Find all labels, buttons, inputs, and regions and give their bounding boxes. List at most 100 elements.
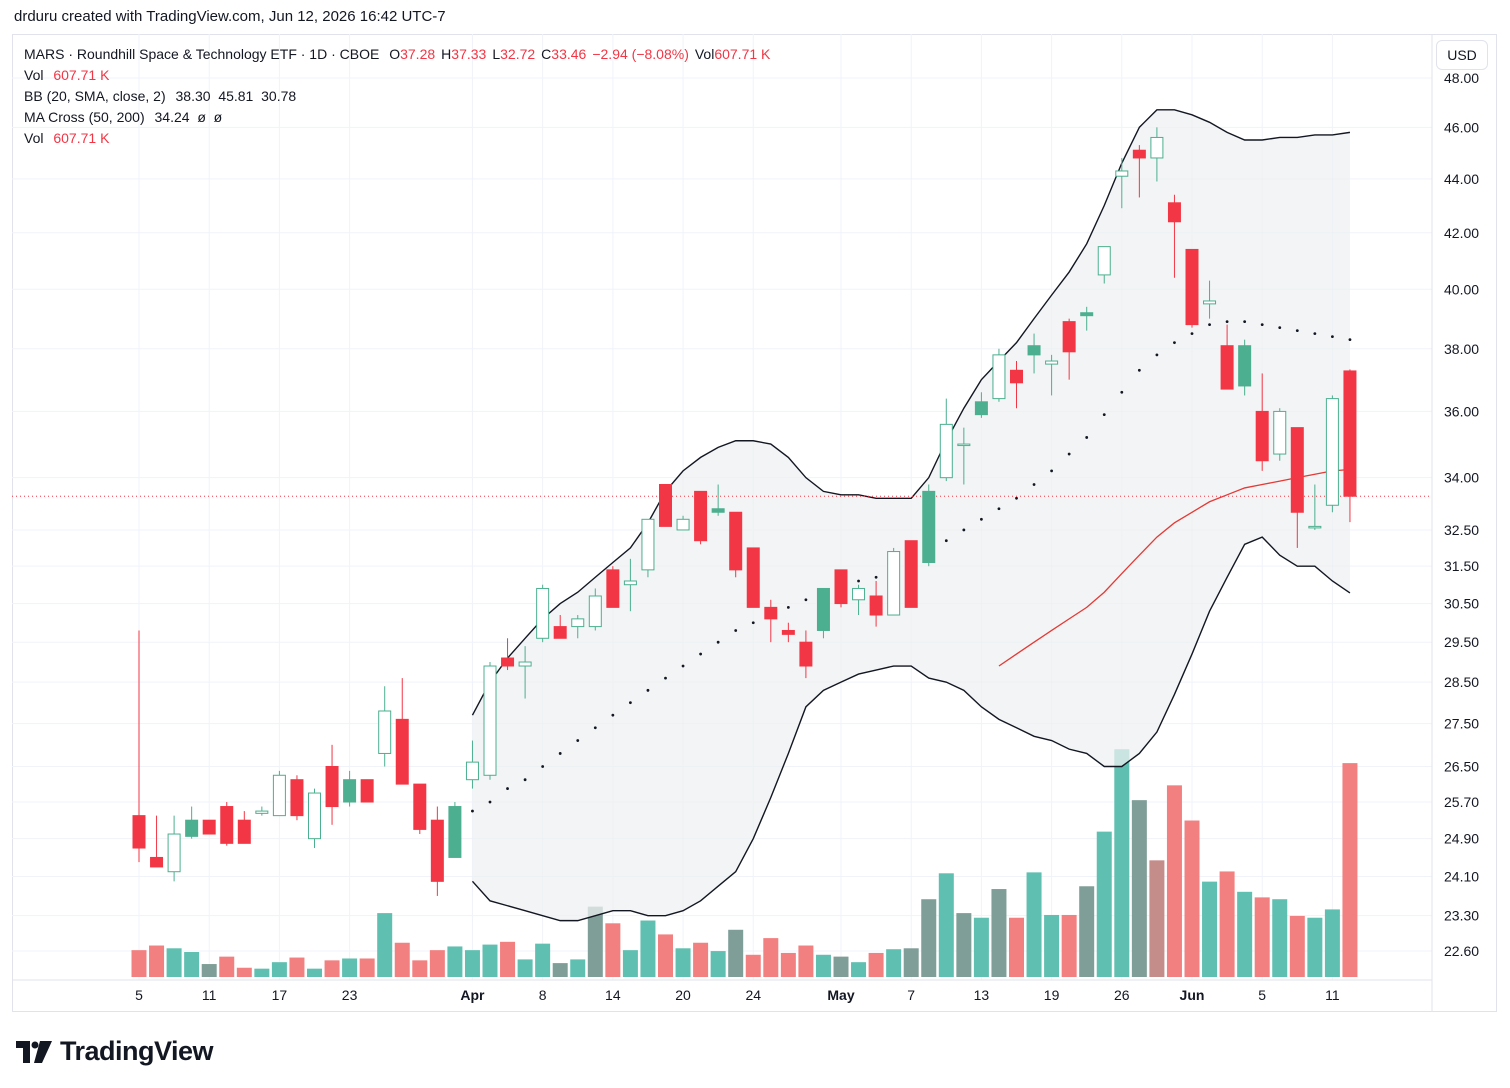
volume-bar xyxy=(149,945,165,977)
candle-body xyxy=(1273,410,1287,455)
candle-body xyxy=(1203,300,1217,305)
bollinger-middle-point xyxy=(1190,332,1194,336)
time-tick-label: 23 xyxy=(342,987,358,1003)
price-tick-label: 30.50 xyxy=(1444,596,1479,612)
volume-bar xyxy=(1114,749,1130,977)
candle xyxy=(1132,145,1146,198)
candles xyxy=(132,127,1357,896)
legend-volume-row[interactable]: Vol 607.71 K xyxy=(24,65,770,86)
volume-bar xyxy=(1079,886,1095,977)
currency-button[interactable]: USD xyxy=(1436,40,1488,70)
legend-ma-row[interactable]: MA Cross (50, 200) 34.24 ø ø xyxy=(24,107,770,128)
bollinger-middle-point xyxy=(874,575,878,579)
bollinger-middle-point xyxy=(1295,329,1299,332)
candle-body xyxy=(220,806,234,844)
bollinger-middle-point xyxy=(1120,390,1124,394)
candle-body xyxy=(904,540,918,608)
volume-bar xyxy=(622,950,638,977)
candle-body xyxy=(395,718,409,785)
candle-body xyxy=(694,490,708,542)
bollinger-middle-point xyxy=(646,688,650,692)
candle-body xyxy=(1150,136,1164,159)
volume-bar xyxy=(289,957,305,977)
candle xyxy=(483,662,497,780)
candle-body xyxy=(1185,248,1199,326)
bollinger-middle-point xyxy=(734,629,738,632)
bollinger-middle-point xyxy=(716,640,720,644)
volume-bar xyxy=(535,943,551,977)
volume-bar xyxy=(605,923,621,977)
volume-bar xyxy=(833,956,849,977)
candle xyxy=(220,802,234,846)
bollinger-middle-point xyxy=(1208,323,1211,327)
ohlc-label: O xyxy=(389,46,401,62)
volume-bar xyxy=(1061,914,1077,977)
candle xyxy=(167,815,181,882)
volume-bar xyxy=(640,920,656,977)
legend-volume2-row[interactable]: Vol 607.71 K xyxy=(24,128,770,149)
bollinger-middle-point xyxy=(751,621,755,625)
candle xyxy=(132,630,146,863)
ohlc-item: H37.33 xyxy=(441,46,486,62)
volume-bar xyxy=(482,944,498,977)
bollinger-middle-point xyxy=(1331,335,1334,339)
volume-bar xyxy=(394,942,410,977)
candle xyxy=(518,646,532,699)
candle-body xyxy=(852,587,866,601)
volume-bar xyxy=(201,964,217,977)
candle-body xyxy=(869,595,883,616)
time-tick-label: 11 xyxy=(1325,987,1340,1003)
price-tick-label: 48.00 xyxy=(1444,70,1479,86)
time-tick-label: 24 xyxy=(745,987,761,1003)
ohlc-item: Vol607.71 K xyxy=(695,46,771,62)
bollinger-middle-point xyxy=(488,800,492,804)
bollinger-middle-point xyxy=(471,809,474,813)
bollinger-middle-point xyxy=(576,739,580,742)
chart-frame[interactable] xyxy=(12,34,1497,1012)
bollinger-middle-point xyxy=(997,507,1001,511)
candle xyxy=(992,348,1006,402)
legend: MARS · Roundhill Space & Technology ETF … xyxy=(24,44,770,149)
bollinger-lower-line xyxy=(471,536,1351,922)
candle xyxy=(1097,246,1111,284)
candle xyxy=(588,588,602,631)
volume-bar xyxy=(359,958,375,977)
candle-body xyxy=(553,626,567,639)
volume-bar xyxy=(956,913,972,977)
candle xyxy=(185,806,199,839)
price-tick-label: 24.90 xyxy=(1444,831,1479,847)
legend-bb-row[interactable]: BB (20, SMA, close, 2) 38.30 45.81 30.78 xyxy=(24,86,770,107)
candle-body xyxy=(1045,360,1059,365)
bollinger-middle-point xyxy=(1313,332,1317,336)
ma-label: MA Cross (50, 200) xyxy=(24,109,145,125)
volume-bar xyxy=(1044,914,1060,977)
legend-symbol-row[interactable]: MARS · Roundhill Space & Technology ETF … xyxy=(24,44,770,65)
candle-body xyxy=(1290,427,1304,513)
bollinger-band-fill xyxy=(472,109,1350,921)
bollinger-middle-point xyxy=(1348,338,1352,342)
candle xyxy=(1203,280,1217,319)
time-tick-label: 17 xyxy=(272,987,288,1003)
candle xyxy=(465,740,479,789)
price-tick-label: 27.50 xyxy=(1444,716,1479,732)
bollinger-middle-point xyxy=(786,605,790,609)
time-tick-label: 8 xyxy=(539,987,547,1003)
bollinger-middle-point xyxy=(1225,320,1229,324)
candle-body xyxy=(1343,370,1357,497)
bollinger-middle-point xyxy=(664,676,667,680)
candle-body xyxy=(378,710,392,754)
volume-bar xyxy=(412,960,428,977)
candle xyxy=(1150,127,1164,182)
volume-bar xyxy=(254,968,270,977)
price-tick-label: 40.00 xyxy=(1444,281,1479,297)
candle xyxy=(325,744,339,825)
price-tick-label: 42.00 xyxy=(1444,225,1479,241)
candle-body xyxy=(676,518,690,531)
tradingview-logo-icon xyxy=(16,1040,52,1063)
tradingview-logo[interactable]: TradingView xyxy=(16,1036,214,1067)
time-tick-label: May xyxy=(827,987,854,1003)
candle xyxy=(1290,427,1304,548)
volume-bar xyxy=(1307,917,1323,977)
time-tick-label: 11 xyxy=(202,987,217,1003)
